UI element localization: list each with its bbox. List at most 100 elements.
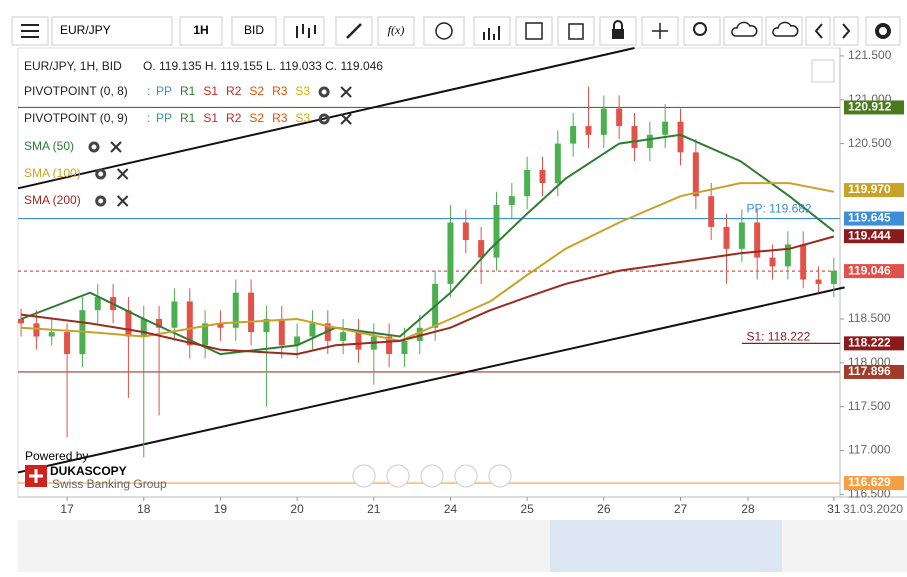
candle-body [263,318,270,333]
download-icon [772,21,799,37]
pivot-item: R3 [272,84,288,98]
candle-body [48,332,55,337]
crosshair-icon [652,23,668,39]
download-button[interactable] [765,16,803,46]
legend-ohlc: O. 119.135 H. 119.155 L. 119.033 C. 119.… [143,59,383,73]
navigator-window[interactable] [550,520,782,572]
candle-body [769,257,776,267]
trend-line [17,47,635,190]
candle-body [202,323,209,346]
pivot-prefix: : [147,111,150,125]
candle-body [723,226,730,249]
candle-body [585,126,592,135]
x-tick-label: 20 [290,502,304,516]
candle-body [278,318,285,346]
calendar-button[interactable] [515,16,553,46]
candle-body [232,292,239,328]
candle-body [600,108,607,135]
settings-button[interactable] [865,16,901,46]
trend-line [17,286,845,474]
remove-icon [340,86,352,98]
volume-icon [483,26,500,40]
candle-body [386,336,393,355]
interval: 1H [193,23,208,37]
sma-legend: SMA (50) [24,139,74,153]
price-tag-label: 116.629 [848,475,891,489]
pivot-item: R2 [226,84,242,98]
price-tag-label: 117.896 [848,364,891,378]
x-tick-label: 19 [214,502,228,516]
pivot-item: PP [156,84,172,98]
pivot-item: S1 [203,84,218,98]
side-button[interactable] [231,16,277,46]
interval-button[interactable] [179,16,223,46]
forward-icon [842,23,851,39]
pivot-item: PP [156,111,172,125]
candle-body [171,301,178,328]
scroll-right[interactable] [488,464,512,488]
side: BID [244,23,264,37]
brand-name: DUKASCOPY [50,464,127,478]
candle-body [125,310,132,337]
powered-by: Powered by [25,449,88,463]
candle-body [616,108,623,127]
symbol-input[interactable] [51,16,173,46]
info-button[interactable] [423,16,465,46]
back-icon [814,23,823,39]
pivot-item: S3 [295,111,310,125]
candle-body [416,327,423,341]
x-tick-label: 31 [827,502,841,516]
candle-body [554,143,561,184]
candle-body [64,332,71,355]
settings-icon [95,168,107,180]
plot: PP: 119.682 S1: 118.222 EUR/JPY, 1H, BID O.… [17,47,845,484]
x-tick-label: 24 [444,502,458,516]
back-button[interactable] [805,16,831,46]
y-tick-label: 117.500 [848,399,891,413]
candle-body [508,196,515,205]
calendar-icon [525,22,543,40]
x-tick-label: 18 [137,502,151,516]
y-tick-label: 120.500 [848,136,892,150]
price-tag-label: 119.970 [848,182,891,196]
candle-body [800,244,807,280]
indicator-button[interactable] [377,16,415,46]
price-tag [844,364,904,379]
y-tick-label: 117.000 [848,443,891,457]
level-annotation: PP: 119.682 [746,201,811,215]
settings-icon [875,23,891,39]
volume-button[interactable] [473,16,511,46]
reset[interactable] [420,464,444,488]
forward-button[interactable] [833,16,859,46]
sma-legend: SMA (100) [24,166,81,180]
zoom-in[interactable] [454,464,478,488]
price-tag-label: 119.046 [848,263,891,277]
level-annotation: S1: 118.222 [746,330,810,344]
candle-body [309,323,316,337]
detach-button[interactable] [811,59,835,83]
legend-title: EUR/JPY, 1H, BID [24,59,122,73]
pivot-item: R1 [180,84,196,98]
x-tick-label: 21 [367,502,381,516]
candle-body [692,152,699,197]
candle-body [524,169,531,197]
logo-cross [29,469,43,483]
pivot-item: S2 [249,111,264,125]
report-icon [568,23,584,40]
zoom-out[interactable] [386,464,410,488]
x-tick-label: 28 [741,502,755,516]
candle-body [815,279,822,284]
sma-line [20,133,835,356]
zoom-button[interactable] [683,16,721,46]
draw-icon [346,23,362,39]
pivot-prefix: : [147,84,150,98]
price-tag-label: 120.912 [848,100,892,114]
scroll-left[interactable] [352,464,376,488]
candle-body [355,332,362,350]
remove-icon [110,141,122,153]
x-tick-label: 25 [520,502,534,516]
report-button[interactable] [557,16,595,46]
settings-icon [88,141,100,153]
